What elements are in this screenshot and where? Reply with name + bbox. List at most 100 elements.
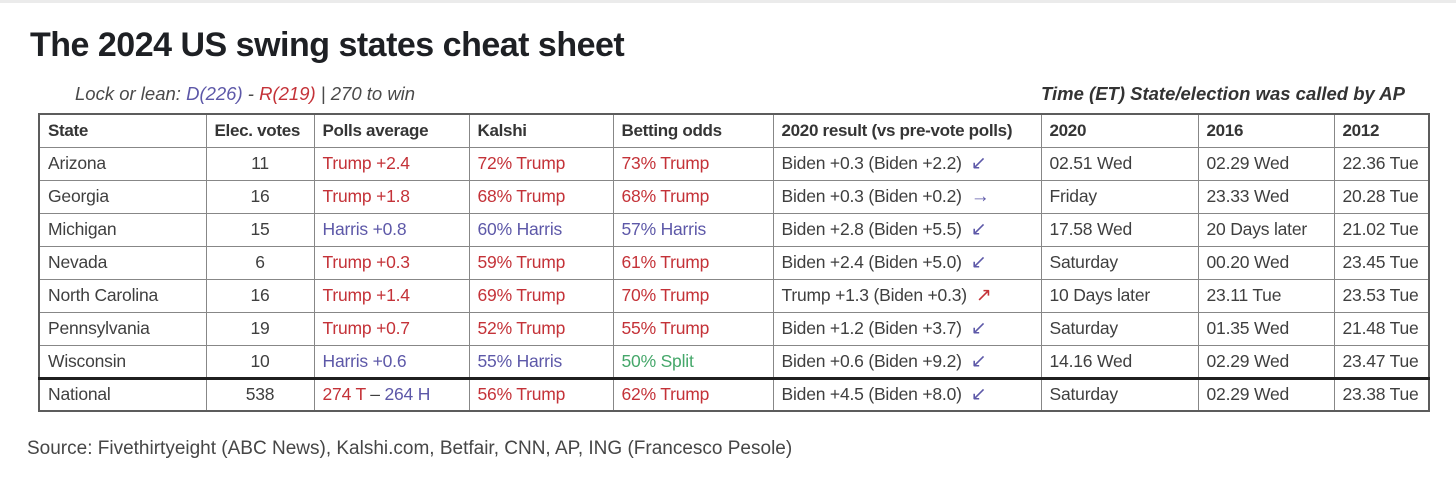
cell-electoral-votes: 16 bbox=[205, 278, 315, 313]
result-text: Biden +0.3 (Biden +0.2) bbox=[781, 185, 962, 206]
column-header: 2020 result (vs pre-vote polls) bbox=[772, 113, 1042, 148]
trend-arrow-icon: ↙ bbox=[970, 153, 987, 174]
cell-polls-average: Harris +0.8 bbox=[313, 212, 470, 247]
cell-2020-result: Trump +1.3 (Biden +0.3) ↗ bbox=[772, 278, 1042, 313]
value-segment: 60% Harris bbox=[477, 219, 563, 239]
lock-or-lean-prefix: Lock or lean: bbox=[75, 83, 187, 104]
trend-arrow-icon: ↙ bbox=[970, 252, 987, 273]
cell-called-2020: Saturday bbox=[1040, 376, 1199, 412]
cell-called-2012: 22.36 Tue bbox=[1333, 146, 1430, 181]
value-segment: 62% Trump bbox=[621, 384, 710, 405]
value-segment: 264 H bbox=[384, 384, 431, 405]
cell-called-2012: 23.53 Tue bbox=[1333, 278, 1430, 313]
trend-arrow-icon: ↙ bbox=[970, 318, 987, 339]
cell-electoral-votes: 11 bbox=[205, 146, 315, 181]
table-row: Michigan 15 Harris +0.8 60% Harris 57% Harri… bbox=[38, 212, 1430, 247]
value-segment: 68% Trump bbox=[621, 186, 710, 206]
value-segment: – bbox=[365, 384, 385, 405]
cell-called-2016: 23.33 Wed bbox=[1197, 179, 1335, 214]
cell-kalshi: 72% Trump bbox=[468, 146, 614, 181]
cell-betting-odds: 55% Trump bbox=[612, 311, 774, 346]
cell-called-2012: 21.48 Tue bbox=[1333, 311, 1430, 346]
column-header: 2020 bbox=[1040, 113, 1199, 148]
rep-lock-count: R(219) bbox=[259, 83, 316, 104]
cell-2020-result: Biden +2.8 (Biden +5.5) ↙ bbox=[772, 212, 1042, 247]
cell-2020-result: Biden +2.4 (Biden +5.0) ↙ bbox=[772, 245, 1042, 280]
dem-lock-count: D(226) bbox=[186, 83, 243, 104]
cell-called-2020: 14.16 Wed bbox=[1040, 344, 1199, 379]
column-header: 2016 bbox=[1197, 113, 1335, 148]
source-note: Source: Fivethirtyeight (ABC News), Kals… bbox=[27, 438, 793, 459]
result-text: Biden +2.8 (Biden +5.5) bbox=[781, 219, 962, 239]
cell-state: Michigan bbox=[38, 212, 207, 247]
value-segment: 68% Trump bbox=[477, 186, 566, 206]
value-segment: 69% Trump bbox=[477, 285, 566, 305]
cell-state: National bbox=[38, 376, 207, 412]
cell-betting-odds: 73% Trump bbox=[612, 146, 774, 181]
cell-electoral-votes: 19 bbox=[205, 311, 315, 346]
trend-arrow-icon: ↙ bbox=[970, 384, 987, 406]
cell-2020-result: Biden +0.3 (Biden +2.2) ↙ bbox=[772, 146, 1042, 181]
value-segment: 52% Trump bbox=[477, 318, 566, 338]
cell-electoral-votes: 15 bbox=[205, 212, 315, 247]
cell-kalshi: 59% Trump bbox=[468, 245, 614, 280]
cell-electoral-votes: 6 bbox=[205, 245, 315, 280]
value-segment: 50% Split bbox=[621, 350, 694, 371]
cell-called-2016: 02.29 Wed bbox=[1197, 146, 1335, 181]
cell-called-2012: 23.45 Tue bbox=[1333, 245, 1430, 280]
cell-kalshi: 55% Harris bbox=[468, 344, 614, 379]
cell-state: Nevada bbox=[38, 245, 207, 280]
value-segment: Trump +1.8 bbox=[322, 186, 411, 206]
value-segment: Trump +1.4 bbox=[322, 285, 411, 305]
cell-2020-result: Biden +4.5 (Biden +8.0) ↙ bbox=[772, 376, 1042, 412]
cell-called-2016: 02.29 Wed bbox=[1197, 344, 1335, 379]
cell-kalshi: 60% Harris bbox=[468, 212, 614, 247]
cell-2020-result: Biden +1.2 (Biden +3.7) ↙ bbox=[772, 311, 1042, 346]
column-header: Elec. votes bbox=[205, 113, 315, 148]
cell-called-2016: 00.20 Wed bbox=[1197, 245, 1335, 280]
header-row: State Elec. votes Polls average Kalshi Betti… bbox=[38, 113, 1430, 148]
cell-kalshi: 52% Trump bbox=[468, 311, 614, 346]
value-segment: Harris +0.8 bbox=[322, 219, 407, 239]
cell-electoral-votes: 538 bbox=[205, 376, 315, 412]
cell-betting-odds: 62% Trump bbox=[612, 376, 774, 412]
lock-dash: - bbox=[242, 83, 260, 104]
value-segment: 61% Trump bbox=[621, 252, 710, 272]
result-text: Biden +1.2 (Biden +3.7) bbox=[781, 318, 962, 338]
cell-betting-odds: 57% Harris bbox=[612, 212, 774, 247]
cell-called-2012: 21.02 Tue bbox=[1333, 212, 1430, 247]
value-segment: 55% Harris bbox=[477, 350, 563, 371]
to-win-note: | 270 to win bbox=[315, 83, 416, 104]
column-header: Betting odds bbox=[612, 113, 774, 148]
cell-called-2020: Friday bbox=[1040, 179, 1199, 214]
table-row: Pennsylvania 19 Trump +0.7 52% Trump 55% Tru… bbox=[38, 311, 1430, 346]
result-text: Biden +0.3 (Biden +2.2) bbox=[781, 153, 962, 173]
trend-arrow-icon: ↙ bbox=[970, 219, 987, 240]
table-row: National 538 274 T – 264 H 56% Trump 62% Tru… bbox=[38, 376, 1430, 412]
cell-kalshi: 56% Trump bbox=[468, 376, 614, 412]
cell-betting-odds: 61% Trump bbox=[612, 245, 774, 280]
cell-called-2020: 17.58 Wed bbox=[1040, 212, 1199, 247]
cell-called-2020: 02.51 Wed bbox=[1040, 146, 1199, 181]
value-segment: Trump +2.4 bbox=[322, 153, 411, 173]
cell-2020-result: Biden +0.6 (Biden +9.2) ↙ bbox=[772, 344, 1042, 379]
page-title: The 2024 US swing states cheat sheet bbox=[30, 26, 625, 64]
value-segment: 73% Trump bbox=[621, 153, 710, 173]
cell-state: Pennsylvania bbox=[38, 311, 207, 346]
value-segment: 274 T bbox=[322, 384, 366, 405]
cell-electoral-votes: 10 bbox=[205, 344, 315, 379]
value-segment: Trump +0.3 bbox=[322, 252, 411, 272]
trend-arrow-icon: ↗ bbox=[975, 285, 992, 306]
value-segment: 55% Trump bbox=[621, 318, 710, 338]
value-segment: 57% Harris bbox=[621, 219, 707, 239]
value-segment: 72% Trump bbox=[477, 153, 566, 173]
result-text: Biden +0.6 (Biden +9.2) bbox=[781, 350, 962, 371]
result-text: Biden +4.5 (Biden +8.0) bbox=[781, 384, 962, 405]
cell-polls-average: Trump +0.3 bbox=[313, 245, 470, 280]
cell-polls-average: Trump +2.4 bbox=[313, 146, 470, 181]
cell-electoral-votes: 16 bbox=[205, 179, 315, 214]
cell-betting-odds: 68% Trump bbox=[612, 179, 774, 214]
cell-called-2016: 20 Days later bbox=[1197, 212, 1335, 247]
column-header: State bbox=[38, 113, 207, 148]
